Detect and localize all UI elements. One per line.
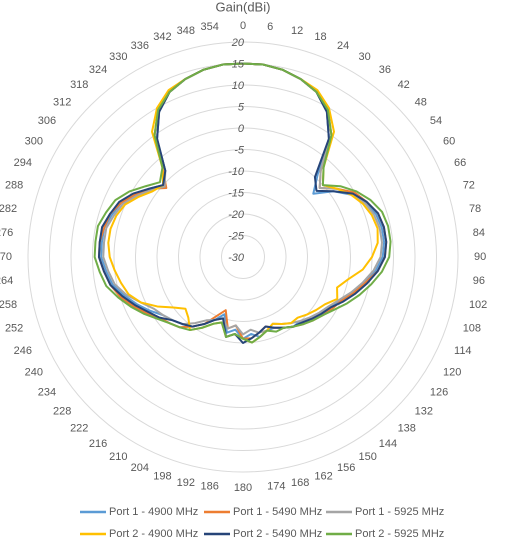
angle-label: 240 — [25, 366, 43, 378]
r-tick-label: 20 — [231, 37, 245, 49]
angle-label: 306 — [38, 115, 56, 127]
legend-label: Port 1 - 4900 MHz — [109, 506, 198, 518]
angle-label: 72 — [463, 180, 475, 192]
angle-label: 300 — [25, 135, 43, 147]
angle-label: 126 — [430, 387, 448, 399]
r-tick-label: -10 — [228, 166, 245, 178]
angle-label: 234 — [38, 387, 56, 399]
angle-label: 0 — [240, 20, 246, 32]
angle-label: 252 — [5, 322, 23, 334]
angle-label: 114 — [454, 345, 472, 357]
angle-label: 336 — [131, 40, 149, 52]
series-line — [97, 62, 388, 344]
angle-label: 132 — [415, 405, 433, 417]
legend-label: Port 2 - 5490 MHz — [233, 528, 322, 540]
legend-label: Port 1 - 5490 MHz — [233, 506, 322, 518]
angle-label: 294 — [14, 157, 32, 169]
r-tick-label: 0 — [238, 123, 245, 135]
angle-label: 186 — [200, 481, 218, 493]
angle-label: 330 — [109, 51, 127, 63]
grid-circle — [70, 84, 416, 430]
chart-title: Gain(dBi) — [216, 0, 271, 14]
angle-label: 204 — [131, 462, 149, 474]
angle-label: 210 — [109, 451, 127, 463]
angle-label: 192 — [177, 477, 195, 489]
legend-label: Port 2 - 4900 MHz — [109, 528, 198, 540]
angle-label: 36 — [379, 64, 391, 76]
grid-circle — [135, 149, 351, 365]
angle-label: 174 — [267, 481, 285, 493]
grid-circle — [221, 235, 265, 279]
r-tick-label: 10 — [232, 80, 245, 92]
r-tick-label: -5 — [234, 144, 245, 156]
legend-label: Port 2 - 5925 MHz — [355, 528, 444, 540]
angle-label: 138 — [398, 423, 416, 435]
angle-label: 30 — [359, 51, 371, 63]
angle-label: 162 — [314, 471, 332, 483]
angle-label: 354 — [200, 21, 218, 33]
grid-circle — [199, 213, 287, 301]
r-tick-label: -15 — [228, 187, 245, 199]
angle-label: 54 — [430, 115, 442, 127]
angle-label: 150 — [359, 451, 377, 463]
r-tick-label: -25 — [228, 230, 245, 242]
angle-label: 258 — [0, 299, 17, 311]
angle-label: 180 — [234, 482, 252, 494]
grid-circle — [92, 106, 394, 408]
grid-circle — [27, 41, 459, 473]
r-tick-label: 15 — [232, 58, 245, 70]
angle-label: 78 — [469, 203, 481, 215]
angle-label: 270 — [0, 251, 12, 263]
angle-label: 102 — [469, 299, 487, 311]
angle-label: 60 — [443, 135, 455, 147]
angle-label: 42 — [398, 79, 410, 91]
angle-label: 246 — [14, 345, 32, 357]
angle-label: 312 — [53, 96, 71, 108]
angle-label: 84 — [473, 227, 485, 239]
angle-label: 48 — [415, 96, 427, 108]
angle-label: 276 — [0, 227, 13, 239]
angle-label: 120 — [443, 366, 461, 378]
angle-label: 216 — [89, 438, 107, 450]
angle-label: 90 — [474, 251, 486, 263]
angle-label: 24 — [337, 40, 349, 52]
angle-label: 342 — [153, 31, 171, 43]
angle-label: 156 — [337, 462, 355, 474]
grid-circle — [178, 192, 308, 322]
angle-label: 18 — [314, 31, 326, 43]
angle-label: 324 — [89, 64, 107, 76]
legend-label: Port 1 - 5925 MHz — [355, 506, 444, 518]
angle-label: 6 — [267, 21, 273, 33]
angle-label: 96 — [473, 275, 485, 287]
angle-label: 222 — [70, 423, 88, 435]
angle-label: 348 — [177, 25, 195, 37]
angle-label: 198 — [153, 471, 171, 483]
angle-label: 282 — [0, 203, 17, 215]
angle-label: 264 — [0, 275, 13, 287]
angle-label: 66 — [454, 157, 466, 169]
angle-label: 318 — [70, 79, 88, 91]
r-tick-label: -30 — [228, 252, 245, 264]
angle-label: 144 — [379, 438, 397, 450]
angle-label: 288 — [5, 180, 23, 192]
r-tick-label: 5 — [238, 101, 245, 113]
angle-label: 228 — [53, 405, 71, 417]
angle-label: 168 — [291, 477, 309, 489]
series-line — [93, 62, 392, 344]
angle-label: 12 — [291, 25, 303, 37]
r-tick-label: -20 — [228, 209, 245, 221]
angle-label: 108 — [463, 322, 481, 334]
